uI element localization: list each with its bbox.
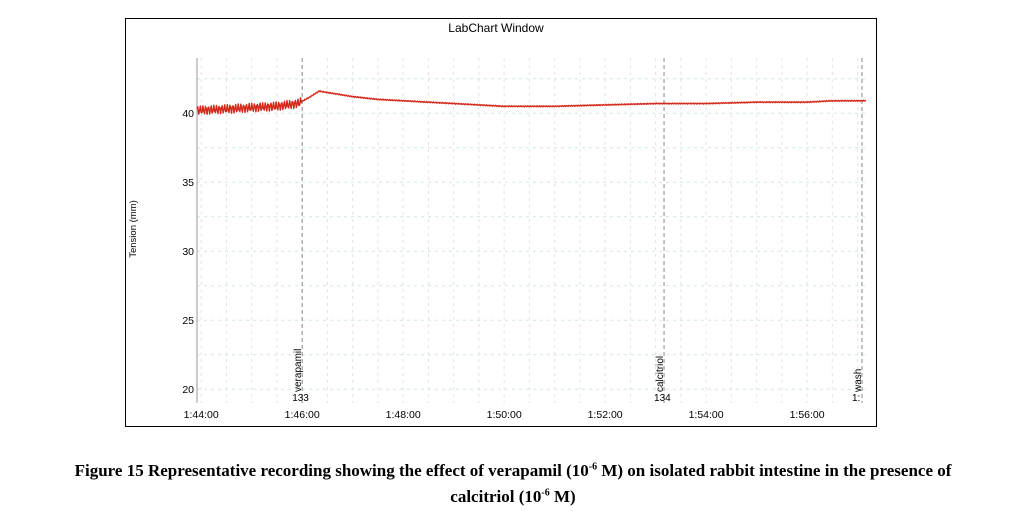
y-axis: 20 25 30 35 40 (182, 108, 194, 396)
chart-title: LabChart Window (448, 21, 544, 35)
caption-line-1-text-end: M) on isolated rabbit intestine in the p… (597, 461, 952, 480)
y-tick-label: 20 (182, 384, 194, 396)
x-tick-label: 1:54:00 (689, 409, 724, 421)
event-marker-number: 134 (654, 393, 671, 404)
series-line (196, 90, 867, 115)
x-tick-label: 1:56:00 (790, 409, 825, 421)
caption-line-1: Figure 15 Representative recording showi… (0, 458, 1026, 484)
y-axis-label: Tension (mm) (128, 200, 139, 258)
event-marker-number: 133 (292, 393, 309, 404)
event-marker-number: 1: (852, 393, 860, 404)
figure-caption: Figure 15 Representative recording showi… (0, 458, 1026, 510)
y-tick-label: 35 (182, 177, 194, 189)
x-tick-label: 1:50:00 (487, 409, 522, 421)
y-tick-label: 30 (182, 246, 194, 258)
caption-line-2-text-end: M) (549, 487, 576, 506)
caption-line-2: calcitriol (10-6 M) (0, 484, 1026, 510)
x-tick-label: 1:52:00 (588, 409, 623, 421)
x-axis: 1:44:00 1:46:00 1:48:00 1:50:00 1:52:00 1:54:… (184, 409, 825, 421)
caption-line-2-text: calcitriol (10 (450, 487, 542, 506)
caption-line-1-text: Figure 15 Representative recording showi… (74, 461, 589, 480)
caption-line-2-exponent: -6 (541, 487, 550, 499)
event-marker-label: wash (853, 369, 864, 393)
x-tick-label: 1:46:00 (285, 409, 320, 421)
event-marker-label: calcitriol (655, 356, 666, 392)
y-tick-label: 40 (182, 108, 194, 120)
caption-line-1-exponent: -6 (588, 461, 598, 473)
x-tick-label: 1:44:00 (184, 409, 219, 421)
y-tick-label: 25 (182, 315, 194, 327)
x-tick-label: 1:48:00 (386, 409, 421, 421)
grid (197, 58, 866, 403)
chart-frame (125, 18, 877, 427)
event-marker-label: verapamil (293, 349, 304, 392)
